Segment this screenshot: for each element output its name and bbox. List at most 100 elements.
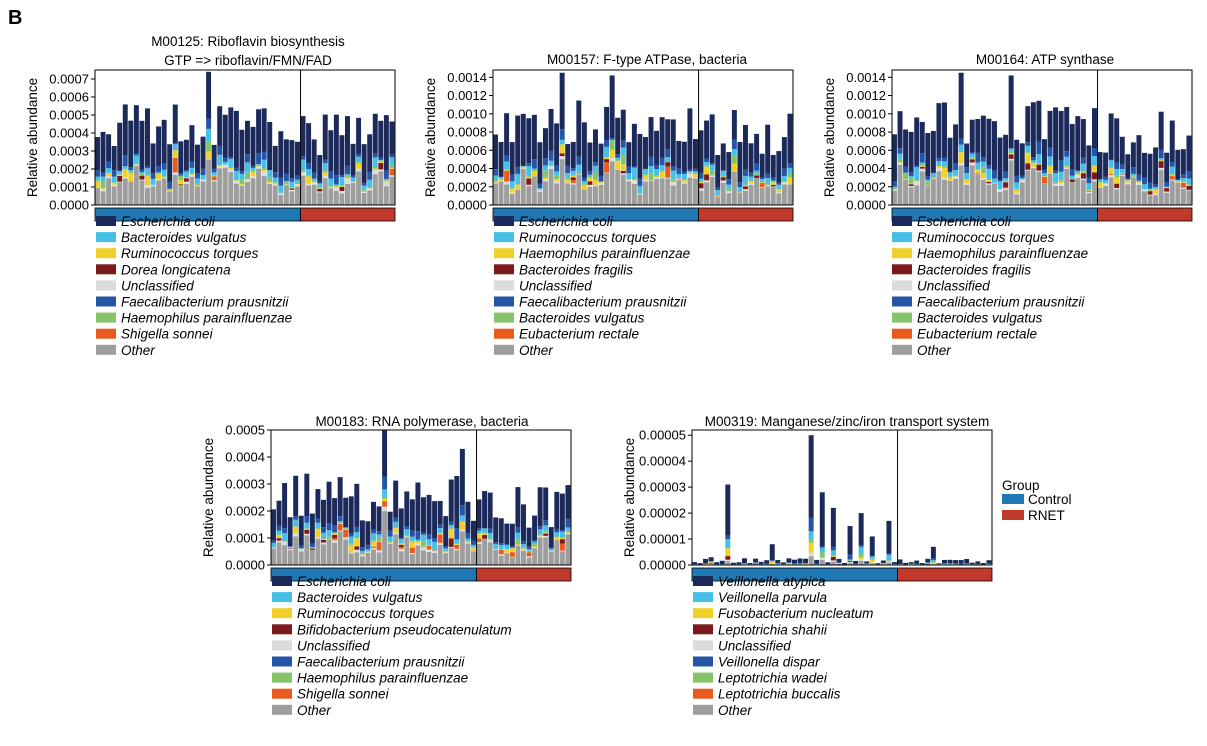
bar-segment — [122, 155, 128, 167]
bar-segment — [626, 166, 632, 174]
bar-segment — [195, 183, 200, 186]
bar-segment — [421, 541, 426, 547]
bar-segment — [295, 186, 300, 205]
bar-segment — [554, 537, 560, 541]
bar-segment — [348, 553, 354, 565]
bar-segment — [372, 170, 378, 175]
bar-segment — [498, 554, 504, 556]
bar-segment — [111, 186, 117, 205]
bar-segment — [936, 563, 942, 565]
bar-segment — [919, 563, 925, 565]
bar-segment — [770, 181, 776, 183]
legend-swatch — [892, 328, 912, 339]
bar-segment — [1003, 182, 1009, 188]
bar-segment — [261, 159, 267, 169]
bar-segment — [830, 560, 836, 562]
bar-segment — [565, 182, 571, 184]
bar-segment — [830, 546, 836, 551]
y-tick-label: 0.0002 — [49, 162, 89, 177]
bar-segment — [509, 548, 515, 553]
bar-segment — [720, 182, 726, 205]
bar-segment — [665, 162, 671, 167]
bar-segment — [526, 186, 532, 205]
bar-segment — [532, 547, 538, 549]
bar-segment — [128, 173, 134, 182]
bar-segment — [161, 163, 167, 170]
bar-segment — [992, 170, 997, 179]
bar-segment — [298, 551, 304, 565]
bar-segment — [389, 175, 395, 177]
bar-segment — [1086, 193, 1092, 205]
bar-segment — [376, 552, 382, 565]
bar-segment — [504, 169, 510, 170]
bar-segment — [925, 176, 931, 180]
bar-segment — [139, 173, 145, 175]
bar-segment — [620, 155, 626, 165]
bar-segment — [626, 180, 632, 182]
bar-segment — [317, 187, 323, 189]
bar-segment — [554, 541, 560, 565]
bar-segment — [1186, 178, 1192, 185]
bar-segment — [239, 179, 245, 185]
bar-segment — [348, 544, 354, 553]
bar-segment — [986, 184, 992, 205]
bar-segment — [289, 181, 295, 188]
bar-segment — [620, 109, 626, 141]
bar-segment — [930, 173, 936, 178]
bar-segment — [106, 175, 112, 179]
bar-segment — [554, 179, 560, 181]
bar-segment — [726, 152, 732, 180]
bar-segment — [1108, 174, 1114, 175]
bar-segment — [1142, 189, 1147, 192]
bar-segment — [743, 169, 748, 176]
bar-segment — [775, 560, 781, 564]
bar-segment — [897, 162, 903, 165]
bar-segment — [559, 156, 565, 160]
group-legend-label-control: Control — [1028, 492, 1072, 507]
bar-segment — [969, 158, 975, 160]
bar-segment — [670, 185, 676, 205]
bar-segment — [393, 534, 399, 565]
bar-segment — [1086, 191, 1092, 192]
bar-segment — [1069, 182, 1075, 205]
bar-segment — [354, 549, 360, 553]
bar-segment — [709, 170, 715, 176]
bar-segment — [692, 562, 697, 565]
bar-segment — [378, 160, 384, 162]
bar-segment — [1069, 169, 1075, 176]
bar-segment — [620, 140, 626, 148]
bar-segment — [709, 114, 715, 164]
bar-segment — [233, 110, 239, 168]
bar-segment — [975, 174, 981, 176]
bar-segment — [531, 114, 537, 160]
bar-segment — [1158, 160, 1164, 162]
bar-segment — [1097, 182, 1103, 187]
bar-segment — [936, 160, 942, 166]
bar-segment — [765, 124, 771, 174]
y-axis-label: Relative abundance — [622, 438, 637, 557]
legend-label: Other — [121, 343, 155, 358]
legend-label: Faecalibacterium prausnitzii — [121, 295, 289, 310]
bar-segment — [343, 527, 349, 529]
bar-segment — [339, 190, 345, 194]
chart-title: M00164: ATP synthase — [976, 52, 1114, 67]
bar-segment — [787, 184, 793, 205]
bar-segment — [1086, 191, 1092, 194]
legend-label: Leptotrichia buccalis — [718, 687, 841, 702]
legend-label: Ruminococcus torques — [297, 606, 435, 621]
bar-segment — [742, 558, 747, 564]
bar-segment — [365, 552, 371, 554]
bar-segment — [620, 174, 626, 205]
legend-swatch — [494, 280, 514, 291]
bar-segment — [404, 529, 410, 536]
group-strip-rnet — [1097, 207, 1193, 222]
bar-segment — [343, 529, 349, 538]
bar-segment — [892, 190, 897, 205]
bar-segment — [459, 448, 465, 506]
bar-segment — [936, 103, 942, 159]
bar-segment — [156, 179, 162, 181]
bar-segment — [576, 172, 582, 174]
bar-segment — [448, 479, 454, 522]
bar-segment — [311, 172, 317, 179]
bar-segment — [139, 171, 145, 174]
